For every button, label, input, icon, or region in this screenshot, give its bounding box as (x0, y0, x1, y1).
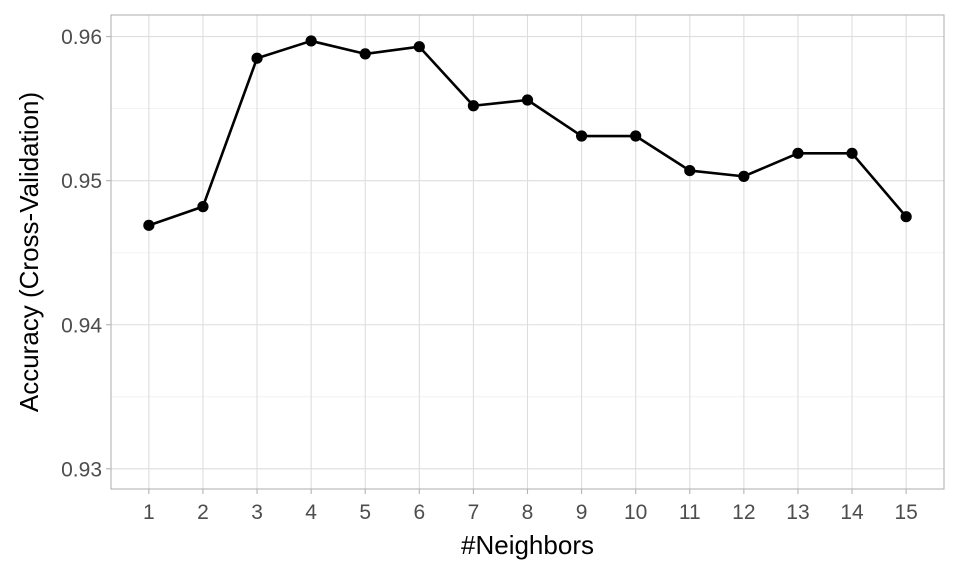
x-tick-label: 5 (359, 501, 371, 524)
x-axis-title: #Neighbors (461, 530, 594, 560)
x-tick-label: 9 (576, 501, 588, 524)
data-point (251, 52, 263, 64)
data-point (630, 130, 642, 142)
data-point (197, 201, 209, 213)
data-point (521, 94, 534, 106)
x-tick-label: 4 (305, 501, 317, 524)
data-point (305, 35, 317, 47)
x-tick-label: 7 (468, 501, 480, 524)
axis-ticks: 0.930.940.950.961 2 3 4 5 6 7 8 9 10 11 12 13 14 15 (61, 26, 918, 524)
data-point (143, 219, 155, 231)
x-tick-label: 1 (143, 501, 155, 524)
x-tick-label: 14 (840, 501, 864, 524)
x-tick-label: 6 (413, 501, 425, 524)
data-point (846, 147, 858, 159)
data-point (413, 41, 425, 53)
y-axis-title: Accuracy (Cross-Validation) (14, 92, 44, 412)
x-tick-label: 2 (197, 501, 209, 524)
grid (111, 15, 944, 489)
x-tick-label: 13 (786, 501, 809, 524)
x-tick-label: 10 (624, 501, 647, 524)
data-point (575, 130, 588, 142)
y-tick-label: 0.94 (61, 314, 102, 337)
y-tick-label: 0.93 (61, 458, 102, 481)
data-point (359, 48, 371, 60)
data-point (792, 147, 804, 159)
data-series (143, 35, 912, 231)
x-tick-label: 15 (894, 501, 917, 524)
data-point (900, 211, 912, 223)
y-tick-label: 0.95 (61, 170, 102, 193)
x-tick-label: 12 (732, 501, 755, 524)
x-tick-label: 8 (522, 501, 534, 524)
data-point (684, 164, 696, 177)
data-point (738, 170, 750, 182)
data-point (467, 100, 480, 112)
x-tick-label: 11 (679, 501, 701, 524)
y-tick-label: 0.96 (61, 26, 102, 49)
x-tick-label: 3 (251, 501, 263, 524)
